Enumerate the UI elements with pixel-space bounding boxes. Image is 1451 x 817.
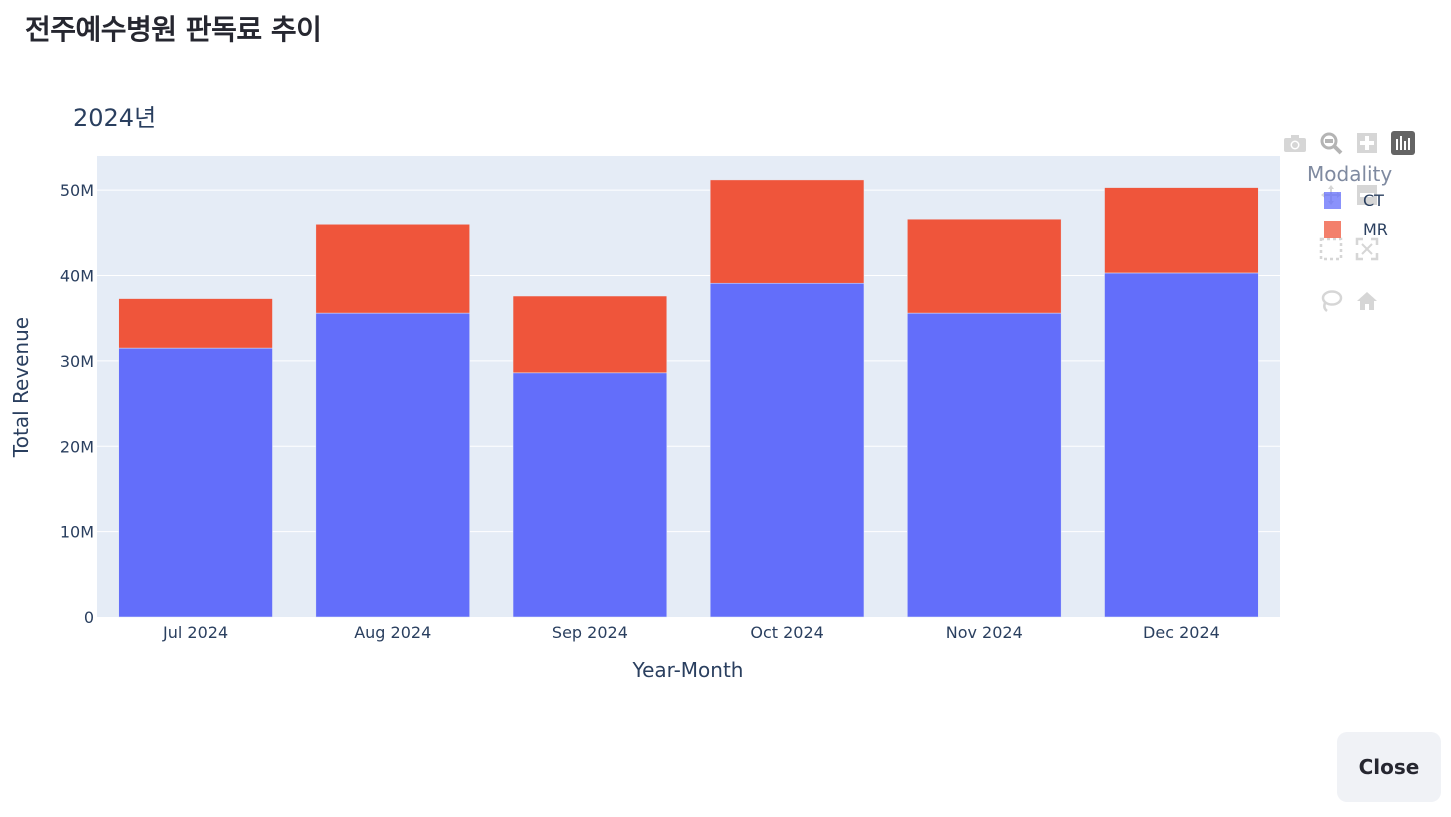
x-tick-label: Aug 2024 [354,623,431,642]
bar-ct-3[interactable] [709,282,865,618]
x-tick-label: Sep 2024 [552,623,628,642]
zoom-icon[interactable] [1318,130,1344,156]
close-button[interactable]: Close [1337,732,1441,802]
y-axis-label: Total Revenue [9,317,33,458]
home-icon[interactable] [1354,288,1380,314]
legend-title: Modality [1307,162,1393,186]
bar-mr-5[interactable] [1104,187,1259,274]
lasso-icon[interactable] [1318,288,1344,314]
zoom-in-icon[interactable] [1354,130,1380,156]
y-tick-label: 0 [84,608,94,627]
chart-legend: Modality CT MR [1300,162,1410,244]
legend-label-mr: MR [1363,220,1388,239]
camera-icon[interactable] [1282,130,1308,156]
y-tick-label: 10M [60,523,94,542]
bar-mr-1[interactable] [315,224,470,314]
zoom-out-icon[interactable] [1354,182,1380,208]
x-tick-label: Oct 2024 [750,623,823,642]
y-axis-ticks: 0 10M 20M 30M 40M 50M [60,181,94,627]
x-axis-label: Year-Month [632,658,744,682]
bar-ct-1[interactable] [315,312,470,618]
bar-mr-0[interactable] [118,298,273,349]
bar-mr-2[interactable] [512,295,668,374]
bars [118,179,1259,618]
legend-swatch-ct [1324,192,1341,209]
bar-ct-2[interactable] [512,372,668,618]
box-select-icon[interactable] [1318,236,1344,262]
grid-lines [97,189,1280,533]
bar-ct-5[interactable] [1104,272,1259,618]
page-title: 전주예수병원 판독료 추이 [25,13,322,46]
bar-mr-3[interactable] [709,179,865,284]
legend-item-mr[interactable]: MR [1324,215,1410,244]
legend-swatch-mr [1324,221,1341,238]
x-tick-label: Nov 2024 [946,623,1023,642]
plot-area [97,156,1280,617]
x-tick-label: Jul 2024 [162,623,228,642]
y-tick-label: 40M [60,267,94,286]
chart-title: 2024년 [73,104,156,132]
x-axis-ticks: Jul 2024 Aug 2024 Sep 2024 Oct 2024 Nov 2024… [162,623,1220,642]
y-tick-label: 50M [60,181,94,200]
autoscale-icon[interactable] [1354,236,1380,262]
legend-label-ct: CT [1363,191,1384,210]
bar-ct-0[interactable] [118,347,273,618]
y-tick-label: 30M [60,352,94,371]
bar-mr-4[interactable] [907,218,1062,314]
bar-chart-icon[interactable] [1390,130,1416,156]
chart-toolbar [1280,130,1420,320]
bar-ct-4[interactable] [907,312,1062,618]
x-tick-label: Dec 2024 [1143,623,1220,642]
legend-item-ct[interactable]: CT [1324,186,1410,215]
y-tick-label: 20M [60,437,94,456]
